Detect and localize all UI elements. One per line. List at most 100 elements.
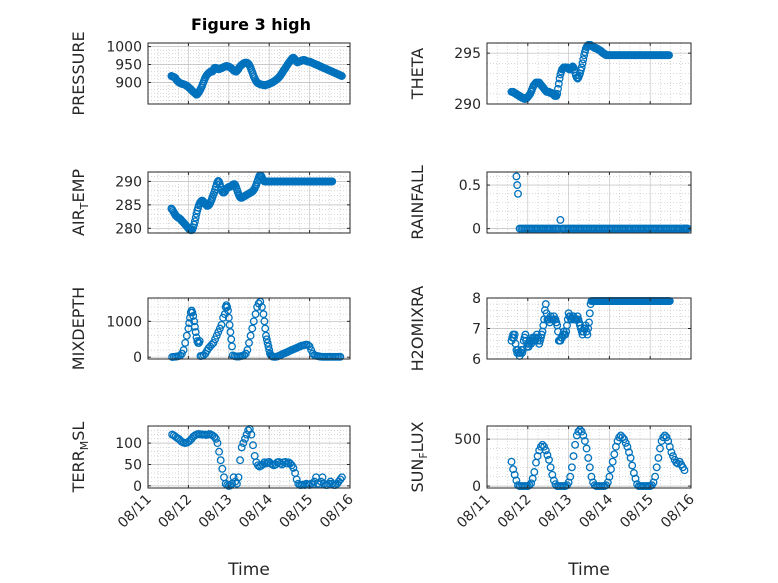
y-tick-label: 950: [115, 58, 142, 74]
data-point: [190, 322, 199, 331]
grid: [486, 172, 692, 233]
data-point: [669, 452, 677, 461]
data-point: [328, 177, 337, 186]
y-tick-label: 295: [454, 46, 481, 62]
data-point: [226, 328, 235, 337]
data-point: [289, 463, 298, 472]
data-point: [214, 328, 223, 337]
data-point: [211, 434, 220, 443]
data-point: [239, 439, 248, 448]
subplot-h2omixra: 6 7 8 H2OMIXRA: [408, 286, 692, 372]
data-point: [538, 440, 547, 449]
data-point: [281, 457, 290, 466]
data-point: [248, 324, 257, 333]
data-point: [243, 346, 252, 354]
data-point: [215, 324, 224, 333]
data-point: [236, 456, 245, 465]
data-point: [336, 352, 345, 361]
y-tick-label: 1000: [106, 40, 142, 56]
data-point: [584, 453, 593, 462]
subplot-air-temp: 280 285 290 AIRTEMP: [69, 169, 351, 237]
data-point: [249, 441, 257, 450]
x-axis-label: Time: [227, 560, 270, 580]
y-axis-label: THETA: [408, 48, 427, 100]
data-point: [540, 442, 549, 451]
subplot-rainfall: 0 0.5 RAINFALL: [408, 165, 692, 240]
data-point: [336, 475, 345, 484]
data-point: [191, 213, 200, 222]
data-point: [660, 431, 669, 440]
data-point: [659, 433, 668, 442]
data-point: [585, 463, 594, 472]
figure-title: Figure 3 high: [191, 15, 311, 34]
y-tick-label: 290: [115, 174, 142, 190]
subplot-theta: 290 295 THETA: [408, 41, 692, 113]
data-point: [337, 72, 346, 80]
data-point: [190, 217, 199, 226]
y-tick-label: 900: [115, 75, 142, 91]
axes-box: [147, 297, 351, 360]
y-axis-label: RAINFALL: [408, 165, 427, 240]
axes-box: [486, 171, 692, 234]
data-point: [654, 453, 663, 462]
data-point: [246, 331, 255, 340]
data-point: [567, 463, 576, 472]
y-tick-label: 0.5: [459, 178, 481, 194]
data-point: [188, 308, 197, 317]
y-tick-label: 290: [454, 97, 481, 113]
data-point: [569, 452, 578, 461]
data-point: [264, 342, 273, 351]
data-point: [673, 459, 682, 468]
y-tick-label: 0: [133, 350, 142, 366]
axes-box: [486, 42, 692, 105]
data-point: [543, 451, 552, 460]
data-point: [580, 437, 589, 445]
y-tick-label: 0: [472, 222, 481, 238]
data-point: [228, 342, 236, 351]
data-point: [251, 310, 260, 319]
y-axis-label: TERRMSL: [69, 422, 91, 494]
y-tick-label: 100: [115, 436, 142, 452]
data-point: [218, 464, 227, 473]
data-point: [507, 457, 516, 466]
data-point: [546, 463, 555, 472]
data-point: [667, 448, 676, 457]
data-point: [578, 59, 587, 68]
data-point: [190, 220, 199, 229]
data-point: [651, 472, 660, 481]
data-point: [514, 189, 522, 198]
data-point: [553, 89, 562, 98]
data-point: [229, 473, 238, 482]
data-point: [223, 303, 232, 311]
grid: [147, 425, 351, 488]
data-point: [607, 465, 615, 474]
data-point: [680, 466, 689, 475]
data-point: [215, 447, 224, 456]
data-point: [585, 309, 594, 318]
data-point: [260, 317, 269, 326]
data-point: [190, 317, 199, 326]
data-point: [541, 446, 550, 455]
data-point: [262, 335, 271, 344]
data-point: [245, 338, 253, 347]
data-point: [210, 432, 219, 441]
data-point: [212, 331, 221, 340]
data-point: [225, 320, 234, 329]
data-point: [605, 472, 614, 481]
data-point: [545, 455, 553, 464]
y-tick-label: 7: [472, 322, 481, 338]
data-point: [662, 433, 671, 442]
axes-box: [147, 42, 351, 105]
data-point: [259, 310, 268, 319]
data-point: [621, 438, 630, 447]
y-tick-label: 500: [454, 432, 481, 448]
data-point: [652, 463, 661, 472]
y-tick-label: 50: [124, 457, 142, 473]
y-axis-label: H2OMIXRA: [408, 286, 427, 372]
series-markers: [507, 425, 689, 491]
data-point: [628, 461, 637, 470]
data-point: [626, 453, 635, 462]
data-point: [574, 427, 583, 436]
data-point: [579, 55, 588, 64]
